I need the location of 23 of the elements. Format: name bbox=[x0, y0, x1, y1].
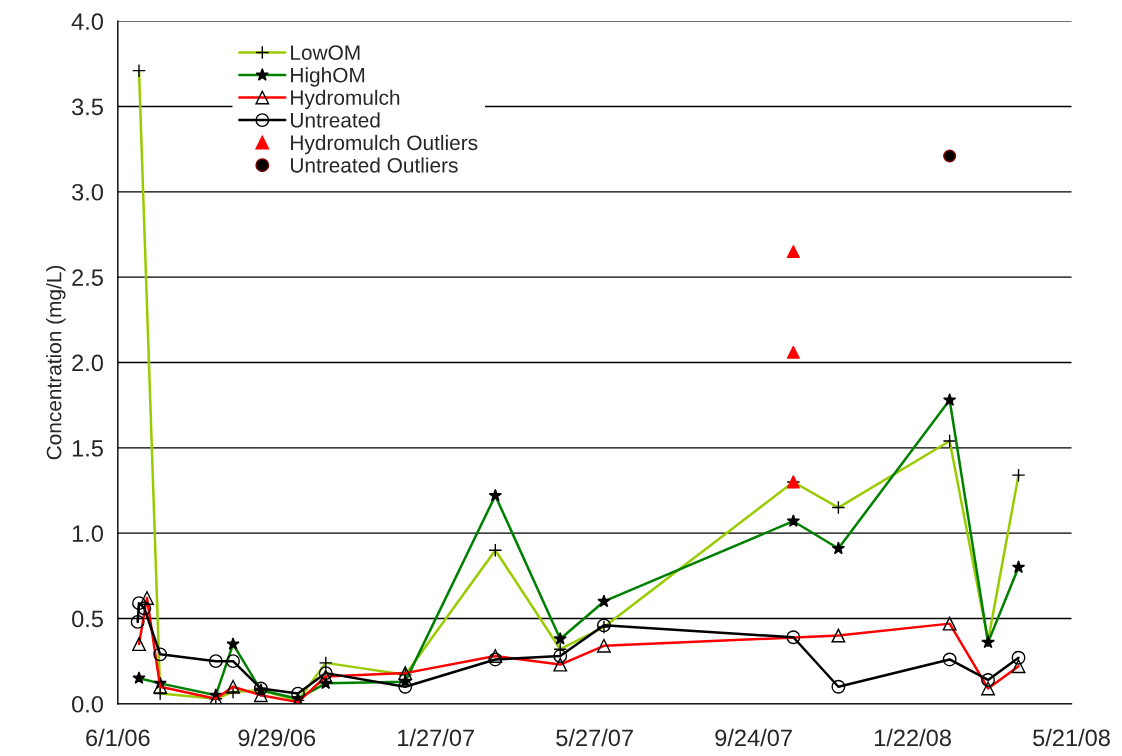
legend-label: LowOM bbox=[291, 45, 360, 60]
legend-label: Hydromulch bbox=[291, 89, 400, 110]
x-tick-label: 9/24/07 bbox=[715, 728, 792, 747]
y-tick-label: 1.0 bbox=[72, 525, 103, 542]
y-tick-label: 3.0 bbox=[72, 183, 103, 201]
x-tick-label: 1/22/08 bbox=[874, 728, 951, 747]
legend-label: Untreated bbox=[290, 112, 380, 128]
x-tick-label: 5/21/08 bbox=[1033, 728, 1110, 747]
y-tick-label: 2.0 bbox=[72, 354, 103, 372]
x-tick-label: 9/29/06 bbox=[238, 728, 316, 747]
y-tick-label: 0.5 bbox=[72, 610, 103, 628]
y-tick-label: 1.5 bbox=[72, 440, 103, 457]
x-tick-label: 1/27/07 bbox=[398, 728, 474, 747]
x-tick-label: 6/1/06 bbox=[86, 728, 150, 747]
y-axis-title: Concentration (mg/L) bbox=[46, 265, 66, 460]
y-tick-label: 0.0 bbox=[72, 695, 103, 713]
legend-label: HighOM bbox=[291, 67, 365, 87]
x-tick-label: 5/27/07 bbox=[556, 728, 633, 747]
y-tick-label: 4.0 bbox=[71, 13, 103, 30]
legend-label: Hydromulch Outliers bbox=[291, 134, 478, 155]
legend-label: Untreated Outliers bbox=[290, 157, 458, 173]
y-tick-label: 2.5 bbox=[72, 269, 103, 286]
y-tick-label: 3.5 bbox=[72, 98, 103, 116]
